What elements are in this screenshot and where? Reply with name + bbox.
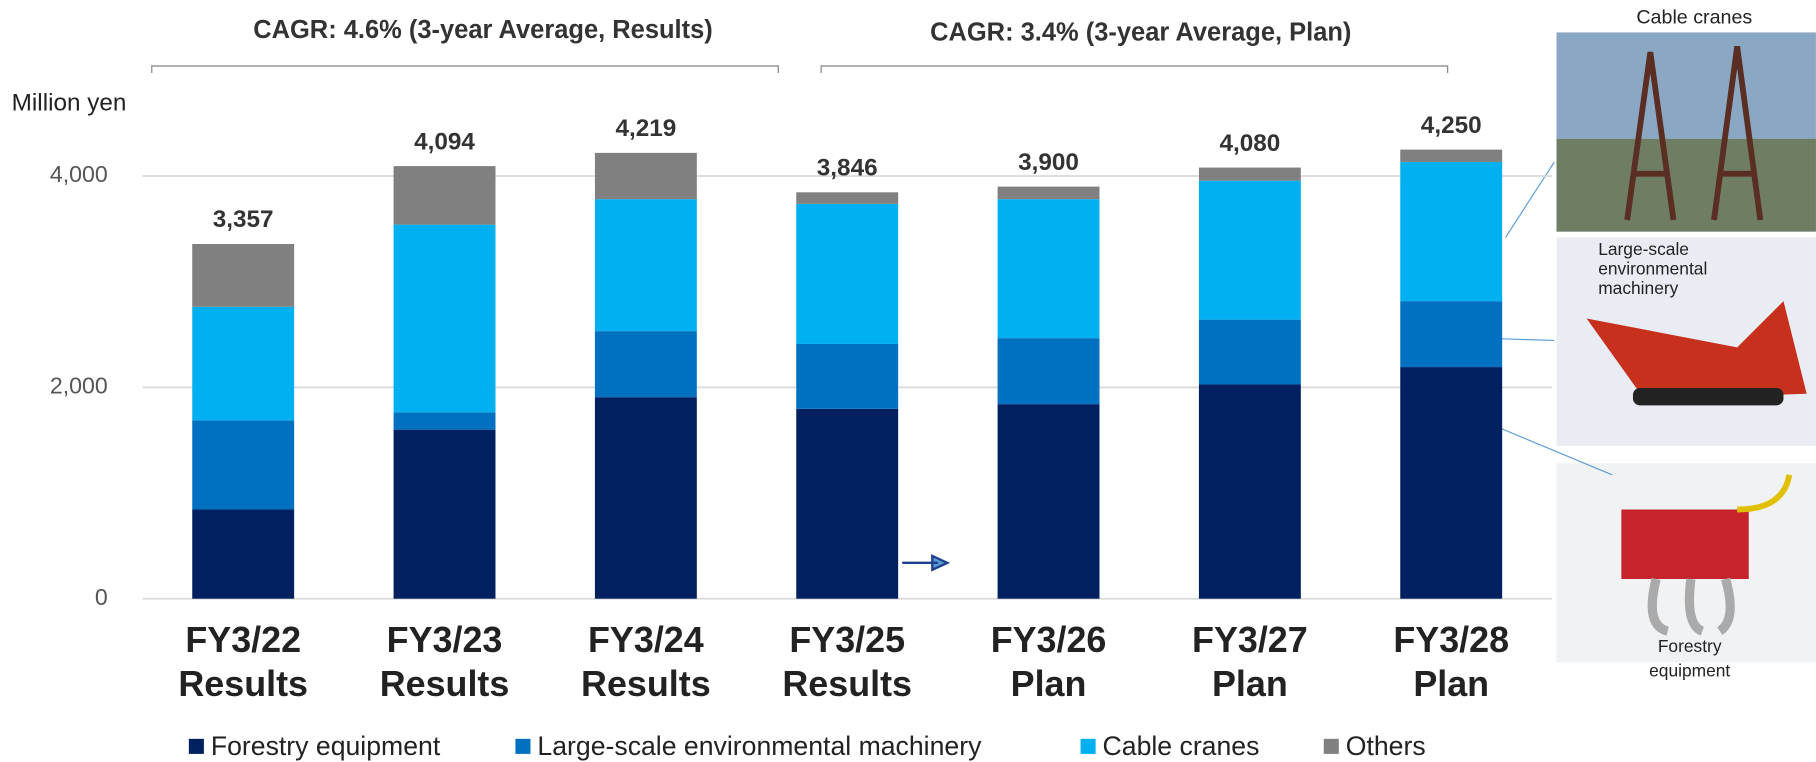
x-tick-label: Plan: [1011, 664, 1087, 704]
x-tick-label: FY3/24: [588, 620, 704, 660]
bar-segment: [1198, 319, 1301, 385]
photo-claws: [1647, 577, 1735, 636]
bar-segment: [796, 192, 899, 204]
total-label: 4,219: [615, 115, 676, 142]
bar-segment: [1400, 367, 1503, 599]
x-tick-label: FY3/25: [789, 620, 905, 660]
bar-segment: [1400, 162, 1503, 302]
bar-segment: [1198, 167, 1301, 181]
y-tick-label: 4,000: [50, 161, 108, 187]
legend-swatch: [188, 738, 204, 754]
bar-segment: [192, 243, 295, 307]
photo-track: [1632, 387, 1784, 406]
x-tick-label: Results: [380, 664, 510, 704]
bar-segment: [594, 397, 697, 599]
y-tick-label: 0: [95, 584, 108, 610]
legend-swatch: [515, 738, 531, 754]
photo-tower: [1624, 45, 1764, 221]
x-tick-label: FY3/26: [991, 620, 1107, 660]
photo-caption: Cable cranes: [1636, 7, 1752, 29]
y-tick-label: 2,000: [50, 372, 108, 398]
x-tick-label: FY3/28: [1393, 620, 1509, 660]
x-tick-label: Results: [581, 664, 711, 704]
bar-segment: [796, 203, 899, 344]
photo-hose: [1737, 474, 1793, 513]
legend-label: Large-scale environmental machinery: [537, 731, 982, 761]
bar-segment: [393, 429, 496, 599]
bar-segment: [796, 343, 899, 409]
bar-segment: [192, 306, 295, 421]
leader-line: [1505, 161, 1555, 238]
cagr-annotation: CAGR: 3.4% (3-year Average, Plan): [930, 18, 1351, 46]
unit-label: Million yen: [12, 90, 127, 117]
x-tick-label: Results: [178, 664, 308, 704]
photos: [1556, 32, 1816, 663]
bar-segment: [997, 338, 1100, 405]
x-tick-label: Plan: [1212, 664, 1288, 704]
x-tick-label: Plan: [1413, 664, 1489, 704]
photo-caption-box: Large-scale environmental machinery: [1598, 239, 1708, 299]
legend-label: Cable cranes: [1103, 731, 1260, 761]
x-tick-label: FY3/22: [185, 620, 301, 660]
photo-machine: [1586, 301, 1807, 400]
bar-segment: [997, 186, 1100, 200]
total-label: 3,900: [1018, 149, 1079, 176]
cagr-annotation: CAGR: 4.6% (3-year Average, Results): [253, 16, 713, 44]
photo-caption: Large-scale environmental machinery: [1598, 239, 1708, 299]
photo-caption: Forestry equipment: [1649, 636, 1731, 681]
bar-segment: [594, 152, 697, 200]
bar-segment: [997, 404, 1100, 599]
x-tick-label: FY3/23: [387, 620, 503, 660]
bar-segment: [594, 199, 697, 332]
bar-segment: [1198, 384, 1301, 599]
bracket: [151, 65, 779, 73]
total-label: 3,357: [213, 206, 274, 233]
photo-head: [1621, 509, 1749, 580]
leader-line: [1500, 427, 1613, 476]
bar-segment: [393, 412, 496, 430]
x-tick-label: Results: [782, 664, 912, 704]
total-label: 3,846: [817, 155, 878, 182]
bar-segment: [1400, 301, 1503, 368]
bar-segment: [192, 420, 295, 510]
x-tick-label: FY3/27: [1192, 620, 1308, 660]
bar-segment: [1198, 180, 1301, 320]
bar-segment: [1400, 149, 1503, 163]
legend-label: Forestry equipment: [211, 731, 441, 761]
total-label: 4,094: [414, 128, 475, 155]
bar-segment: [997, 199, 1100, 339]
brackets: [151, 65, 1449, 73]
total-label: 4,250: [1421, 112, 1482, 139]
bar-segment: [192, 509, 295, 599]
bar-segment: [393, 166, 496, 225]
legend-label: Others: [1346, 731, 1426, 761]
legend-swatch: [1323, 738, 1339, 754]
bar-segment: [594, 331, 697, 398]
bar-segment: [393, 224, 496, 413]
arrow: [902, 554, 951, 572]
legend-swatch: [1080, 738, 1096, 754]
bracket: [820, 65, 1449, 73]
bar-segment: [796, 408, 899, 599]
photo-ground: [1556, 138, 1816, 232]
total-label: 4,080: [1219, 130, 1280, 157]
photo-caption-box: Forestry equipment: [1649, 636, 1731, 681]
